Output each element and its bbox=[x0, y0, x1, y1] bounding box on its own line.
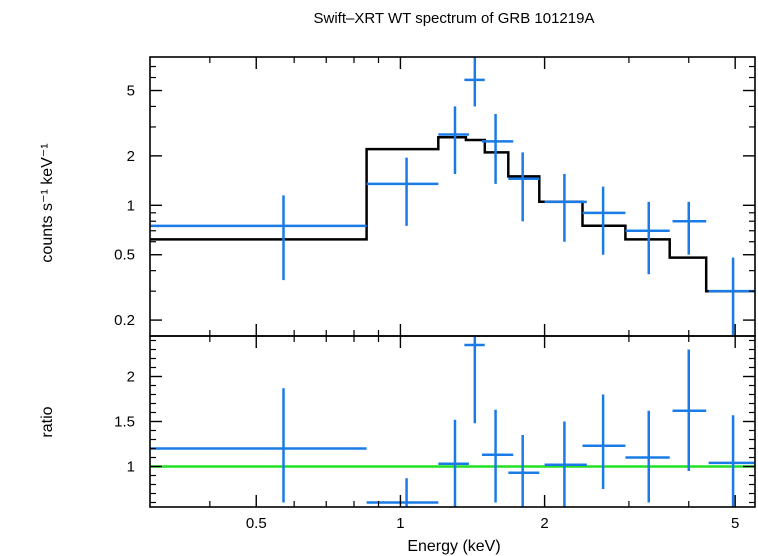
spectrum-panel bbox=[150, 57, 755, 336]
x-tick-label: 1 bbox=[396, 515, 404, 532]
top-y-tick-label: 0.2 bbox=[114, 312, 135, 329]
spectrum-frame bbox=[149, 56, 756, 337]
ratio-point-0 bbox=[150, 388, 367, 503]
spectrum-point-5 bbox=[508, 152, 540, 222]
x-axis-label: Energy (keV) bbox=[407, 538, 500, 555]
ratio-point-4 bbox=[481, 409, 514, 503]
top-y-axis-label: counts s⁻¹ keV⁻¹ bbox=[39, 143, 56, 262]
ratio-point-7 bbox=[582, 394, 626, 489]
spectrum-point-8 bbox=[625, 201, 670, 275]
ratio-point-5 bbox=[508, 435, 540, 507]
x-tick-label: 5 bbox=[731, 515, 739, 532]
spectrum-point-2 bbox=[438, 106, 469, 175]
bottom-y-tick-label: 2 bbox=[127, 369, 135, 386]
ratio-point-8 bbox=[625, 410, 670, 503]
bottom-y-tick-label: 1.5 bbox=[114, 414, 135, 431]
ratio-point-9 bbox=[672, 349, 707, 471]
axes-frames: 0.5 1 2 5 0.2 0.5 1 2 5 1 1.5 2 bbox=[114, 56, 756, 532]
ratio-point-6 bbox=[544, 421, 587, 507]
spectrum-point-10 bbox=[708, 257, 755, 336]
top-y-tick-label: 1 bbox=[127, 197, 135, 214]
bottom-y-axis-label: ratio bbox=[39, 406, 56, 437]
ratio-frame bbox=[149, 335, 756, 508]
top-y-tick-label: 0.5 bbox=[114, 247, 135, 264]
spectrum-point-7 bbox=[582, 186, 626, 255]
top-y-tick-label: 2 bbox=[127, 148, 135, 165]
spectrum-point-3 bbox=[464, 57, 485, 107]
ratio-panel bbox=[150, 336, 755, 507]
chart-title: Swift–XRT WT spectrum of GRB 101219A bbox=[314, 10, 595, 27]
ratio-point-10 bbox=[708, 415, 755, 507]
ratio-point-2 bbox=[438, 419, 469, 507]
top-y-tick-label: 5 bbox=[127, 83, 135, 100]
spectrum-point-6 bbox=[544, 174, 587, 242]
bottom-y-tick-label: 1 bbox=[127, 459, 135, 476]
spectrum-point-0 bbox=[150, 195, 367, 281]
spectrum-point-4 bbox=[481, 113, 514, 184]
x-tick-label: 0.5 bbox=[246, 515, 267, 532]
ratio-point-3 bbox=[464, 336, 485, 424]
x-tick-label: 2 bbox=[540, 515, 548, 532]
spectrum-point-1 bbox=[366, 157, 439, 226]
model-histogram bbox=[150, 135, 755, 293]
spectrum-point-9 bbox=[672, 201, 707, 255]
